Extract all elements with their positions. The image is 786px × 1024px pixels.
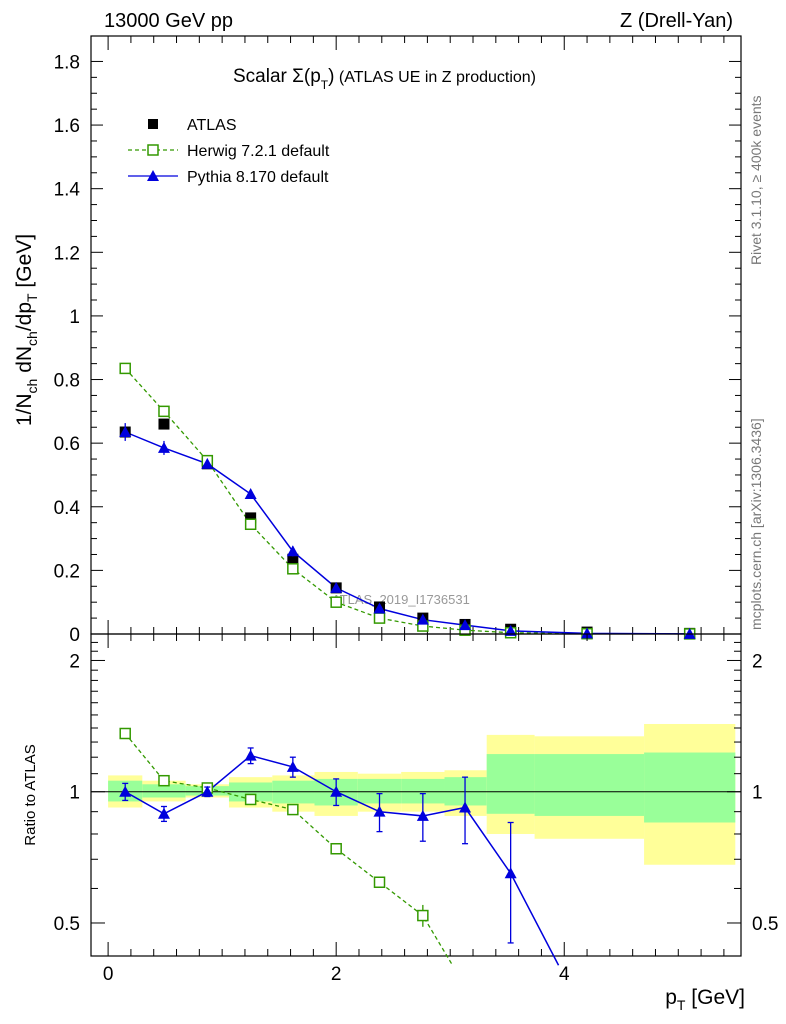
pythia-ratio-point	[157, 807, 170, 819]
herwig-point	[244, 518, 257, 531]
atlas-point	[287, 553, 299, 565]
pythia-ratio-point	[416, 809, 429, 821]
ratio-y-tick-label: 2	[69, 651, 80, 672]
uncertainty-band-green	[644, 752, 736, 823]
pythia-point	[373, 602, 386, 614]
x-axis-label: pT [GeV]	[665, 986, 745, 1013]
ratio-y-tick-label: 1	[69, 783, 80, 804]
y-tick-label: 0.6	[54, 434, 80, 455]
legend-herwig-label: Herwig 7.2.1 default	[187, 143, 330, 160]
pythia-ratio-point	[373, 805, 386, 817]
y-tick-label: 0	[69, 625, 80, 646]
herwig-ratio-point	[417, 909, 429, 922]
pythia-ratio-point	[504, 867, 517, 879]
pythia-ratio-point	[244, 749, 257, 761]
herwig-ratio-point	[373, 876, 386, 888]
herwig-point	[119, 362, 131, 375]
ratio-panel: 0.5 0.5 1 1 2 2 0 2 4 Ratio to ATLAS pT [GeV]	[22, 633, 778, 1013]
uncertainty-band-green	[486, 754, 535, 814]
rivet-label: Rivet 3.1.10, ≥ 400k events	[748, 95, 764, 265]
y-tick-label: 1	[69, 307, 80, 328]
herwig-ratio-point	[330, 842, 342, 855]
header-left: 13000 GeV pp	[104, 10, 233, 32]
y-tick-label: 1.4	[54, 180, 81, 201]
pythia-point	[416, 613, 429, 625]
chart-title-main: Scalar Σ(p	[233, 66, 321, 87]
atlas-point	[245, 512, 257, 524]
pythia-ratio-point	[286, 760, 299, 772]
y-tick-label: 1.6	[54, 116, 80, 137]
ratio-y-tick-label-right: 0.5	[752, 914, 778, 935]
x-tick-label: 4	[559, 964, 570, 985]
herwig-ratio-point	[244, 793, 257, 806]
legend-pythia-marker	[147, 170, 159, 181]
pythia-ratio-point	[119, 785, 132, 797]
watermark: ATLAS_2019_I1736531	[332, 592, 470, 607]
y-tick-label: 0.2	[54, 561, 80, 582]
uncertainty-band-green	[534, 754, 645, 816]
main-y-axis-label: 1/Nch dNch/dpT [GeV]	[13, 234, 40, 426]
legend: ATLAS Herwig 7.2.1 default Pythia 8.170 …	[128, 117, 330, 186]
pythia-point	[201, 457, 214, 469]
herwig-point	[373, 612, 386, 624]
legend-atlas-marker	[148, 119, 158, 129]
x-tick-label: 0	[103, 964, 114, 985]
x-tick-label: 2	[331, 964, 342, 985]
pythia-point	[459, 619, 472, 631]
chart-title: Scalar Σ(pT) (ATLAS UE in Z production)	[233, 66, 536, 92]
herwig-point	[287, 563, 299, 575]
atlas-point	[158, 418, 170, 430]
pythia-point	[286, 545, 299, 557]
herwig-ratio-point	[158, 774, 170, 787]
ratio-frame	[90, 633, 742, 957]
y-tick-label: 1.2	[54, 243, 80, 264]
pythia-point	[683, 627, 696, 639]
pythia-point	[119, 426, 132, 438]
pythia-point	[157, 441, 170, 453]
legend-atlas-label: ATLAS	[187, 117, 237, 134]
pythia-point	[581, 627, 594, 639]
ratio-y-tick-label-right: 2	[752, 651, 763, 672]
herwig-point	[158, 405, 170, 418]
pythia-ratio-point	[330, 785, 343, 797]
herwig-ratio-point	[287, 803, 299, 816]
chart-title-sub: T	[321, 78, 329, 92]
y-tick-label: 1.8	[54, 52, 80, 73]
pythia-point	[504, 624, 517, 636]
pythia-point	[330, 581, 343, 593]
herwig-point	[330, 596, 342, 608]
pythia-ratio-point	[459, 801, 472, 813]
y-tick-label: 0.4	[54, 498, 81, 519]
mcplots-label: mcplots.cern.ch [arXiv:1306.3436]	[748, 418, 764, 630]
legend-herwig-marker	[147, 144, 159, 156]
chart-title-close: )	[328, 66, 334, 87]
pythia-point	[244, 488, 257, 500]
legend-pythia-label: Pythia 8.170 default	[187, 169, 329, 186]
herwig-ratio-point	[119, 727, 131, 740]
pythia-ratio-point	[201, 785, 214, 797]
main-panel: 0 0.2 0.4 0.6 0.8 1 1.2 1.4 1.6 1.8 Scalar Σ(pT) …	[13, 35, 742, 646]
ratio-y-axis-label: Ratio to ATLAS	[22, 744, 39, 845]
pythia-line	[124, 431, 690, 635]
ratio-y-tick-label-right: 1	[752, 783, 763, 804]
uncertainty-band-green	[142, 784, 186, 798]
ratio-y-tick-label: 0.5	[54, 914, 80, 935]
herwig-line	[124, 367, 690, 635]
header-right: Z (Drell-Yan)	[620, 10, 733, 32]
chart-title-extra: (ATLAS UE in Z production)	[334, 69, 536, 86]
y-tick-label: 0.8	[54, 371, 80, 392]
